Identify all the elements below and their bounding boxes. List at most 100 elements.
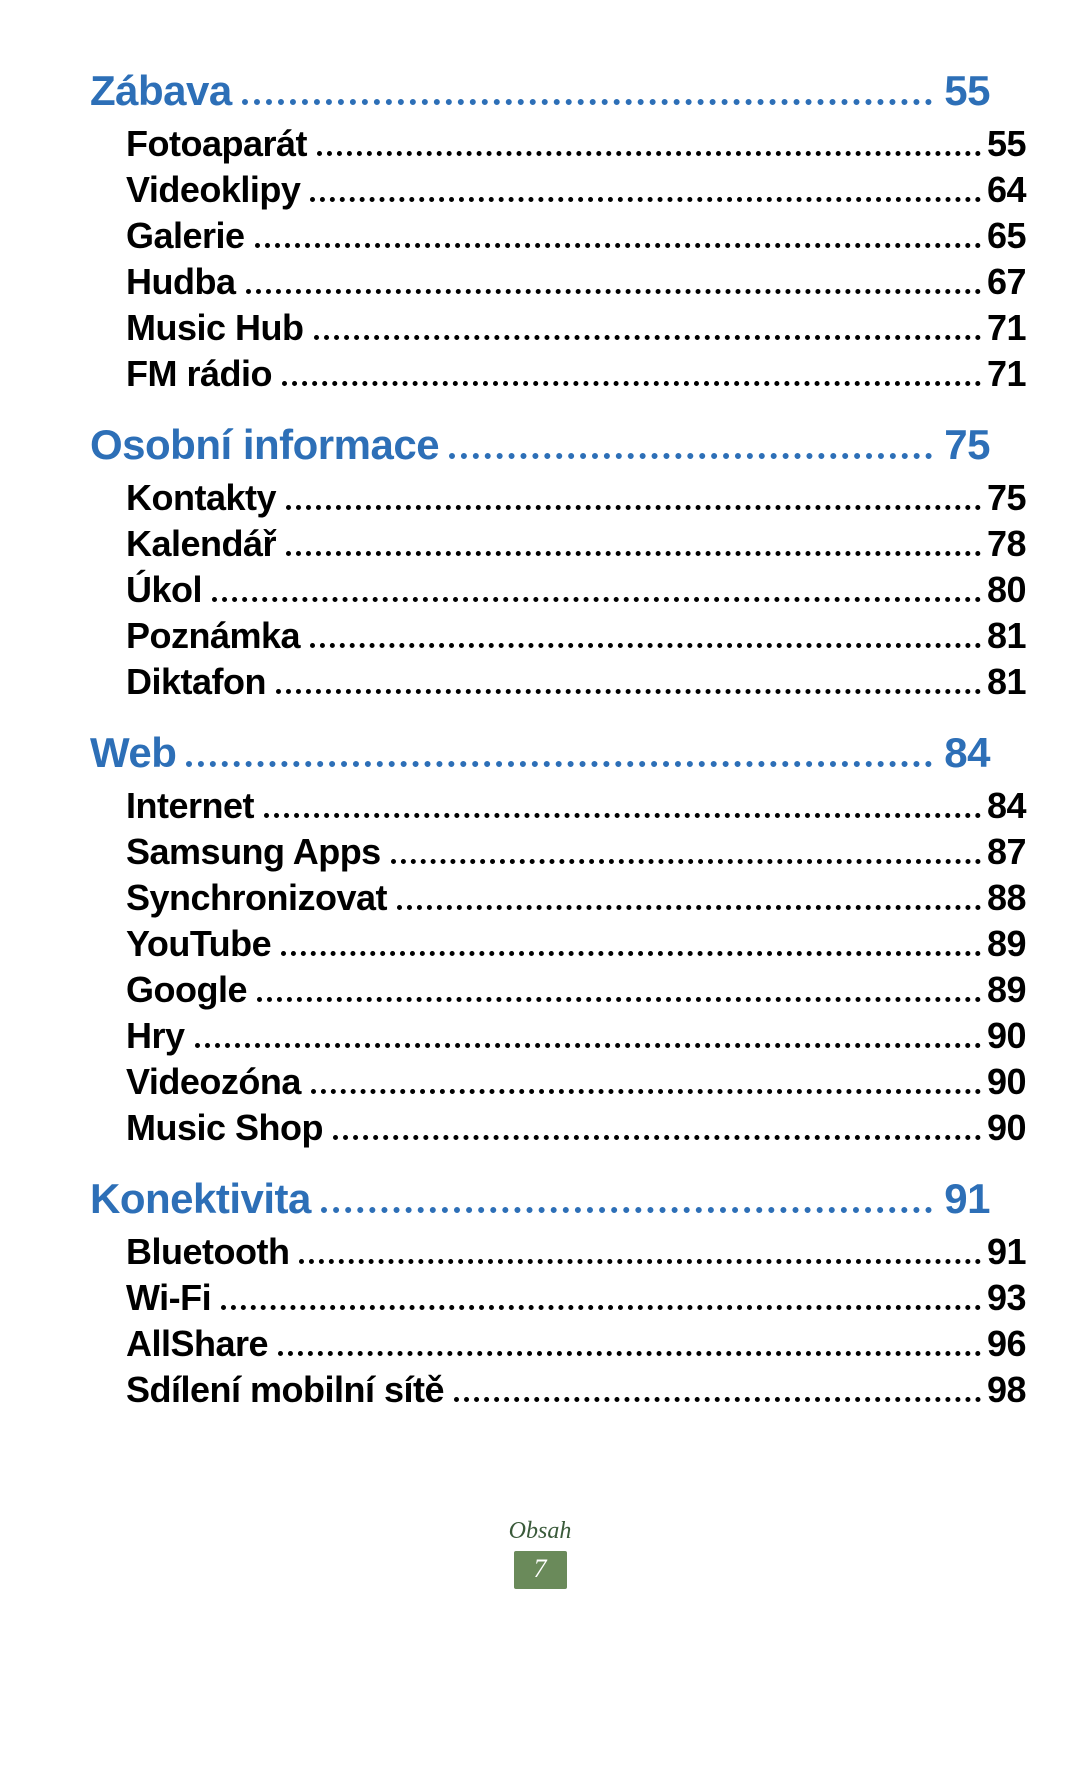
toc-item-row[interactable]: Galerie 65 <box>90 218 1026 254</box>
toc-item-row[interactable]: AllShare 96 <box>90 1326 1026 1362</box>
toc-leader-dots <box>186 761 932 767</box>
toc-item-label: Úkol <box>126 572 202 608</box>
toc-leader-dots <box>317 151 981 156</box>
toc-leader-dots <box>257 997 981 1002</box>
toc-item-row[interactable]: Videoklipy 64 <box>90 172 1026 208</box>
toc-item-page: 80 <box>987 572 1026 608</box>
toc-item-page: 67 <box>987 264 1026 300</box>
toc-item-label: Fotoaparát <box>126 126 307 162</box>
toc-item-page: 98 <box>987 1372 1026 1408</box>
toc-item-page: 55 <box>987 126 1026 162</box>
toc-item-row[interactable]: Music Shop90 <box>90 1110 1026 1146</box>
toc-item-row[interactable]: Hry 90 <box>90 1018 1026 1054</box>
toc-leader-dots <box>333 1135 981 1140</box>
toc-leader-dots <box>397 905 981 910</box>
toc-leader-dots <box>264 813 981 818</box>
toc-item-row[interactable]: Poznámka 81 <box>90 618 1026 654</box>
toc-item-label: Hry <box>126 1018 185 1054</box>
toc-item-row[interactable]: Diktafon 81 <box>90 664 1026 700</box>
toc-leader-dots <box>286 505 981 510</box>
toc-item-label: Google <box>126 972 247 1008</box>
toc-leader-dots <box>195 1043 981 1048</box>
toc-leader-dots <box>281 951 981 956</box>
toc-item-label: Videoklipy <box>126 172 300 208</box>
toc-item-page: 89 <box>987 972 1026 1008</box>
toc-page: Zábava55 Fotoaparát 55 Videoklipy 64 Galerie 6… <box>0 0 1080 1629</box>
toc-item-row[interactable]: Kontakty 75 <box>90 480 1026 516</box>
toc-leader-dots <box>314 335 981 340</box>
toc-item-page: 81 <box>987 664 1026 700</box>
toc-item-row[interactable]: Wi-Fi 93 <box>90 1280 1026 1316</box>
toc-item-page: 90 <box>987 1018 1026 1054</box>
toc-item-row[interactable]: Fotoaparát 55 <box>90 126 1026 162</box>
toc-item-row[interactable]: Úkol 80 <box>90 572 1026 608</box>
toc-section: Osobní informace75Kontakty75Kalendář78Úk… <box>90 424 990 700</box>
toc-leader-dots <box>449 453 932 459</box>
toc-item-label: Internet <box>126 788 254 824</box>
toc-item-label: Synchronizovat <box>126 880 387 916</box>
toc-item-row[interactable]: Synchronizovat 88 <box>90 880 1026 916</box>
toc-item-label: Diktafon <box>126 664 266 700</box>
toc-item-label: Galerie <box>126 218 245 254</box>
toc-section: Web84Internet84Samsung Apps87Synchronizo… <box>90 732 990 1146</box>
toc-item-page: 81 <box>987 618 1026 654</box>
toc-item-label: YouTube <box>126 926 271 962</box>
toc-item-row[interactable]: Google 89 <box>90 972 1026 1008</box>
toc-item-label: AllShare <box>126 1326 268 1362</box>
toc-item-row[interactable]: YouTube 89 <box>90 926 1026 962</box>
toc-item-page: 91 <box>987 1234 1026 1270</box>
toc-item-page: 96 <box>987 1326 1026 1362</box>
page-number-badge: 7 <box>514 1551 567 1589</box>
toc-item-row[interactable]: Music Hub 71 <box>90 310 1026 346</box>
toc-item-row[interactable]: Hudba 67 <box>90 264 1026 300</box>
toc-item-label: Poznámka <box>126 618 300 654</box>
toc-item-page: 75 <box>987 480 1026 516</box>
toc-item-label: Kalendář <box>126 526 276 562</box>
toc-section-title: Zábava <box>90 70 232 112</box>
toc-section-row[interactable]: Konektivita91 <box>90 1178 990 1220</box>
toc-item-row[interactable]: Sdílení mobilní sítě98 <box>90 1372 1026 1408</box>
toc-leader-dots <box>310 197 981 202</box>
toc-item-page: 88 <box>987 880 1026 916</box>
toc-leader-dots <box>299 1259 980 1264</box>
toc-section-page: 91 <box>938 1178 990 1220</box>
toc-section-row[interactable]: Zábava55 <box>90 70 990 112</box>
toc-item-page: 64 <box>987 172 1026 208</box>
toc-item-page: 89 <box>987 926 1026 962</box>
toc-item-label: Samsung Apps <box>126 834 381 870</box>
toc-item-page: 71 <box>987 356 1026 392</box>
toc-section: Zábava55Fotoaparát55Videoklipy64Galerie6… <box>90 70 990 392</box>
toc-item-row[interactable]: Videozóna90 <box>90 1064 1026 1100</box>
toc-leader-dots <box>321 1207 932 1213</box>
toc-section-row[interactable]: Osobní informace75 <box>90 424 990 466</box>
toc-item-row[interactable]: Bluetooth 91 <box>90 1234 1026 1270</box>
toc-leader-dots <box>276 689 981 694</box>
toc-item-row[interactable]: Internet 84 <box>90 788 1026 824</box>
toc-section-page: 84 <box>938 732 990 774</box>
toc-item-page: 87 <box>987 834 1026 870</box>
toc-section-page: 75 <box>938 424 990 466</box>
toc-item-row[interactable]: Kalendář 78 <box>90 526 1026 562</box>
toc-item-page: 90 <box>987 1110 1026 1146</box>
toc-leader-dots <box>212 597 981 602</box>
toc-item-page: 93 <box>987 1280 1026 1316</box>
toc-leader-dots <box>246 289 981 294</box>
toc-section-title: Web <box>90 732 176 774</box>
toc-item-label: Hudba <box>126 264 236 300</box>
toc-item-page: 65 <box>987 218 1026 254</box>
toc-leader-dots <box>310 643 981 648</box>
toc-item-page: 84 <box>987 788 1026 824</box>
toc-item-label: Music Hub <box>126 310 304 346</box>
toc-item-row[interactable]: FM rádio71 <box>90 356 1026 392</box>
toc-leader-dots <box>311 1089 981 1094</box>
toc-item-label: Kontakty <box>126 480 276 516</box>
toc-item-page: 78 <box>987 526 1026 562</box>
toc-leader-dots <box>255 243 981 248</box>
page-footer: Obsah 7 <box>90 1518 990 1589</box>
toc-item-label: Wi-Fi <box>126 1280 211 1316</box>
toc-item-page: 71 <box>987 310 1026 346</box>
toc-section-row[interactable]: Web 84 <box>90 732 990 774</box>
toc-item-label: Bluetooth <box>126 1234 289 1270</box>
toc-leader-dots <box>221 1305 981 1310</box>
toc-item-row[interactable]: Samsung Apps 87 <box>90 834 1026 870</box>
